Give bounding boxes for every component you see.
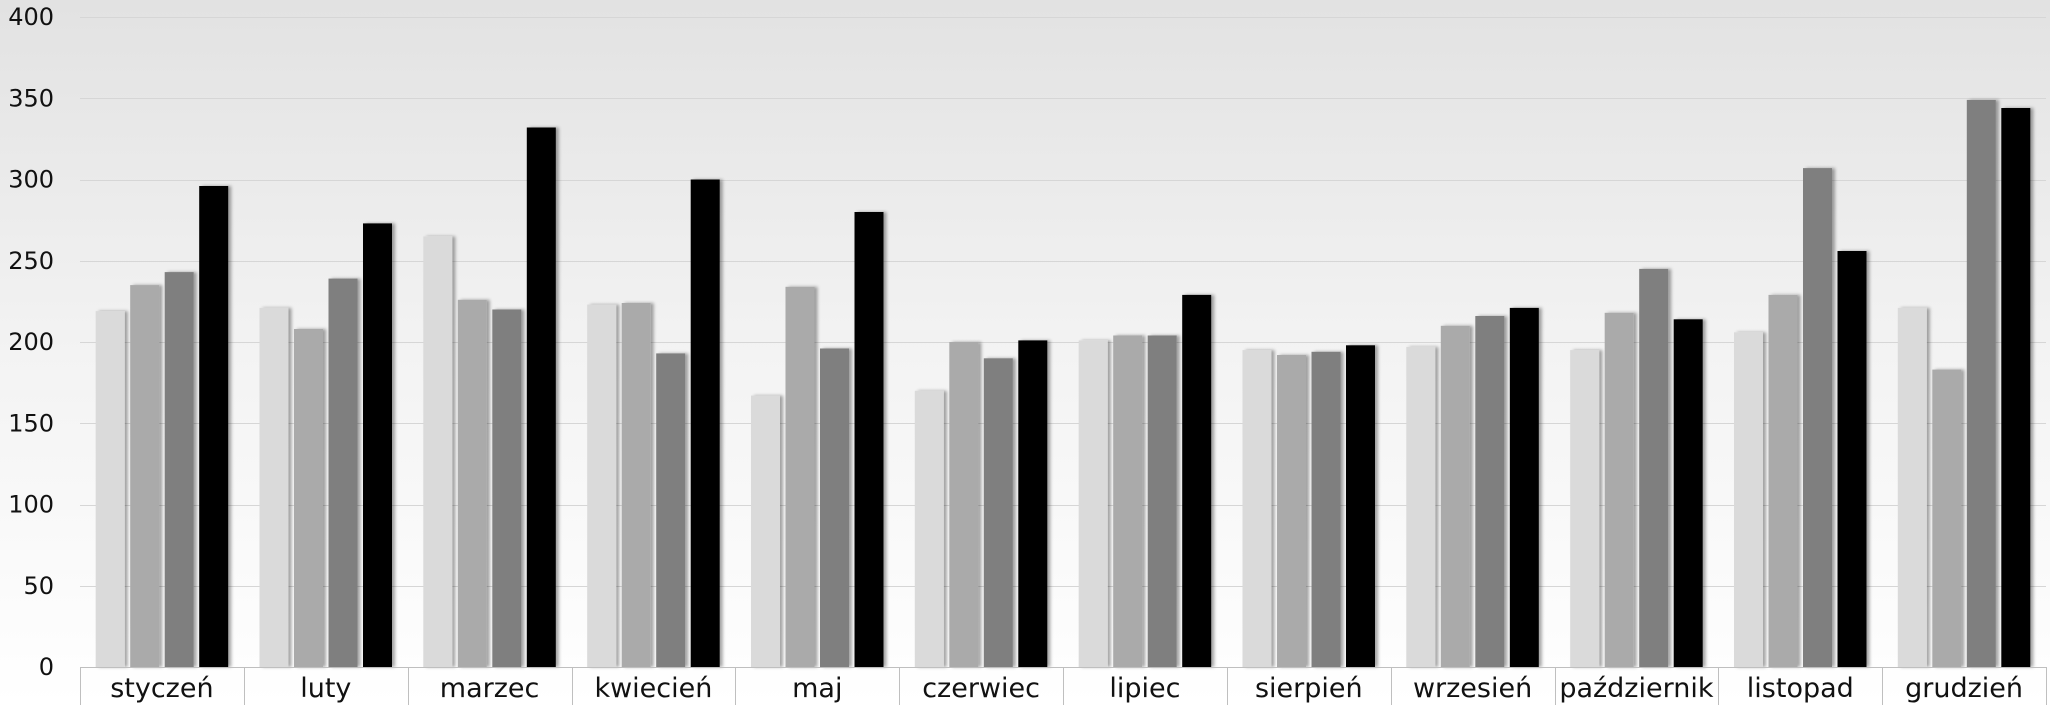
y-tick-label: 300 (8, 166, 54, 194)
x-category-label: luty (300, 673, 351, 704)
bar (1639, 268, 1669, 667)
x-category-label: grudzień (1905, 673, 2023, 704)
x-axis: styczeń luty marzec kwiecień maj czerwiec lipi… (80, 667, 2047, 705)
bar (1570, 350, 1600, 667)
bar (423, 236, 453, 667)
y-tick-label: 0 (39, 653, 54, 681)
bar (914, 390, 944, 668)
bar (690, 179, 720, 667)
y-tick-label: 250 (8, 247, 54, 275)
bar (259, 307, 289, 667)
bar (1768, 294, 1798, 667)
bar (2001, 108, 2031, 667)
x-category-label: październik (1559, 673, 1714, 704)
bar (1932, 369, 1962, 667)
bar (1734, 332, 1763, 668)
bar (1440, 325, 1470, 668)
bar (1311, 351, 1341, 668)
bar (587, 304, 617, 667)
bar (1803, 168, 1832, 667)
y-tick-label: 350 (8, 84, 54, 112)
bar (363, 223, 392, 667)
x-category-label: wrzesień (1413, 673, 1532, 704)
bar (854, 212, 884, 667)
bar (1242, 350, 1272, 667)
x-category-label: lipiec (1109, 673, 1180, 704)
bar (751, 395, 780, 667)
bar (1897, 307, 1927, 667)
bar (164, 272, 194, 667)
y-tick-label: 50 (23, 572, 54, 600)
y-tick-label: 400 (8, 3, 54, 31)
bar (1182, 294, 1212, 667)
bar (1604, 312, 1634, 668)
bar (1277, 355, 1306, 667)
y-tick-label: 150 (8, 409, 54, 437)
bar (983, 358, 1013, 668)
bar (949, 342, 979, 667)
bar (526, 127, 556, 667)
bar (1509, 307, 1539, 667)
bar (1966, 99, 1996, 667)
bar (1018, 340, 1048, 667)
bar (621, 303, 651, 667)
bar (1113, 335, 1143, 667)
bar (130, 285, 160, 667)
bar (1078, 340, 1108, 667)
bar (1673, 319, 1703, 668)
gridlines (80, 17, 2046, 587)
bar (656, 353, 686, 667)
bar (1837, 251, 1867, 667)
bar (199, 186, 229, 667)
bar (785, 286, 815, 668)
bar (1346, 345, 1375, 668)
x-category-label: marzec (440, 673, 540, 704)
bar (1406, 346, 1436, 667)
bar (457, 299, 487, 667)
x-category-label: maj (792, 673, 842, 704)
y-axis-tick-labels: 0 50 100 150 200 250 300 350 400 (8, 3, 54, 681)
bar (95, 311, 125, 667)
bar (294, 329, 323, 667)
x-category-label: czerwiec (922, 673, 1040, 704)
bars (95, 99, 2031, 668)
bar (1147, 335, 1177, 667)
bar (328, 278, 358, 667)
x-category-label: listopad (1747, 673, 1854, 704)
y-tick-label: 100 (8, 491, 54, 519)
bar (820, 348, 849, 667)
bar (1475, 316, 1505, 667)
bar (492, 309, 522, 667)
x-category-label: sierpień (1255, 673, 1363, 704)
y-tick-label: 200 (8, 328, 54, 356)
x-category-label: kwiecień (594, 673, 712, 704)
x-category-label: styczeń (110, 673, 213, 704)
